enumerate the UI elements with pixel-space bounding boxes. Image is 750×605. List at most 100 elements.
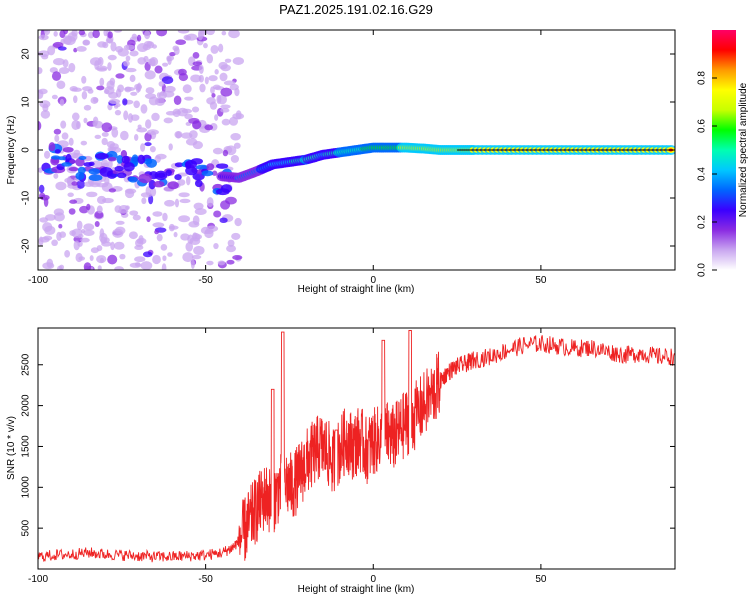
- heatmap-cell: [211, 170, 218, 176]
- heatmap-cell: [140, 261, 153, 270]
- heatmap-cell: [131, 33, 138, 40]
- heatmap-cell: [93, 120, 104, 129]
- heatmap-cell: [130, 91, 138, 96]
- heatmap-cell: [56, 80, 66, 90]
- heatmap-cell: [233, 142, 241, 149]
- heatmap-cell: [199, 83, 206, 93]
- heatmap-cell: [96, 255, 107, 264]
- heatmap-cell: [193, 202, 204, 210]
- heatmap-cell: [128, 231, 138, 240]
- heatmap-cell: [165, 169, 172, 177]
- heatmap-cell: [161, 76, 174, 85]
- heatmap-cell: [182, 252, 194, 263]
- heatmap-cell: [132, 214, 141, 221]
- heatmap-cell: [213, 242, 219, 250]
- heatmap-cell: [152, 254, 161, 265]
- heatmap-cell: [115, 220, 125, 225]
- heatmap-cell: [175, 39, 187, 45]
- heatmap-cell: [104, 237, 110, 243]
- heatmap-cell: [162, 62, 169, 67]
- spectrogram-y-tick-label: 20: [21, 48, 32, 60]
- spectrogram-x-tick-label: -50: [198, 275, 213, 286]
- heatmap-cell: [84, 181, 94, 187]
- heatmap-cell: [194, 179, 203, 188]
- heatmap-cell: [156, 233, 163, 242]
- colorbar: 0.0 0.2 0.4 0.6 0.8 Normalized spectral ampl…: [697, 30, 749, 277]
- heatmap-cell: [89, 255, 94, 261]
- heatmap-cell: [221, 118, 231, 126]
- heatmap-cell: [168, 223, 175, 232]
- spectrogram-x-label: Height of straight line (km): [298, 284, 415, 295]
- heatmap-cell: [103, 30, 108, 37]
- heatmap-cell: [203, 42, 208, 49]
- heatmap-cell: [116, 172, 127, 179]
- heatmap-cell: [78, 30, 86, 36]
- heatmap-cell: [38, 184, 45, 194]
- heatmap-cell: [230, 132, 241, 141]
- heatmap-cell: [215, 188, 230, 196]
- heatmap-cell: [122, 98, 128, 106]
- heatmap-cell: [140, 143, 146, 152]
- heatmap-cell: [38, 67, 43, 75]
- heatmap-cell: [186, 33, 198, 41]
- snr-panel: -100 -50 0 50 500 1000 1500 2000 2500 Height of…: [6, 327, 676, 595]
- heatmap-cell: [107, 62, 112, 71]
- heatmap-cell: [114, 165, 124, 172]
- heatmap-cell: [216, 163, 229, 169]
- heatmap-cell: [154, 229, 159, 235]
- heatmap-cell: [60, 120, 67, 129]
- spectrogram-y-tick-label: -20: [21, 238, 32, 253]
- heatmap-cell: [102, 41, 109, 49]
- heatmap-cell: [119, 253, 126, 260]
- heatmap-cell: [195, 164, 209, 170]
- heatmap-cell: [179, 198, 191, 204]
- heatmap-cell: [38, 34, 49, 41]
- heatmap-cell: [192, 51, 200, 59]
- heatmap-cell: [151, 112, 160, 122]
- snr-y-tick-label: 1500: [21, 435, 32, 458]
- heatmap-cell: [39, 217, 49, 223]
- heatmap-cell: [115, 73, 125, 79]
- heatmap-cell: [44, 150, 51, 159]
- heatmap-cell: [184, 96, 194, 101]
- heatmap-cell: [158, 91, 167, 100]
- colorbar-tick-label: 0.2: [697, 215, 708, 229]
- heatmap-cell: [75, 171, 85, 180]
- spectrogram-y-label: Frequency (Hz): [6, 116, 17, 185]
- heatmap-cell: [86, 203, 91, 211]
- heatmap-cell: [78, 155, 87, 160]
- heatmap-cell: [61, 132, 69, 140]
- heatmap-cell: [212, 84, 221, 90]
- heatmap-cell: [206, 54, 214, 64]
- heatmap-cell: [173, 46, 180, 55]
- heatmap-cell: [201, 170, 214, 177]
- heatmap-cell: [144, 40, 153, 47]
- heatmap-cell: [101, 122, 113, 133]
- heatmap-cell: [109, 146, 117, 153]
- heatmap-cell: [209, 101, 218, 110]
- heatmap-cell: [123, 110, 129, 121]
- heatmap-cell: [59, 231, 67, 238]
- heatmap-cell: [168, 143, 173, 151]
- colorbar-tick-label: 0.8: [697, 71, 708, 85]
- heatmap-cell: [144, 142, 152, 147]
- heatmap-cell: [166, 56, 171, 62]
- heatmap-cell: [96, 205, 103, 214]
- heatmap-cell: [185, 138, 198, 146]
- colorbar-tick-label: 0.4: [697, 167, 708, 181]
- heatmap-cell: [148, 179, 156, 190]
- heatmap-cell: [149, 56, 159, 67]
- heatmap-cell: [114, 266, 124, 270]
- heatmap-cell: [76, 220, 83, 231]
- heatmap-cell: [152, 211, 163, 217]
- heatmap-cell: [129, 74, 136, 83]
- heatmap-cell: [83, 104, 92, 111]
- heatmap-cell: [107, 254, 118, 265]
- heatmap-cell: [96, 195, 107, 205]
- heatmap-cell: [185, 161, 192, 170]
- heatmap-cell: [113, 30, 123, 33]
- heatmap-cell: [220, 104, 231, 109]
- heatmap-cell: [50, 155, 61, 160]
- spectrogram-x-axis: -100 -50 0 50: [28, 30, 547, 286]
- snr-line: [37, 330, 675, 563]
